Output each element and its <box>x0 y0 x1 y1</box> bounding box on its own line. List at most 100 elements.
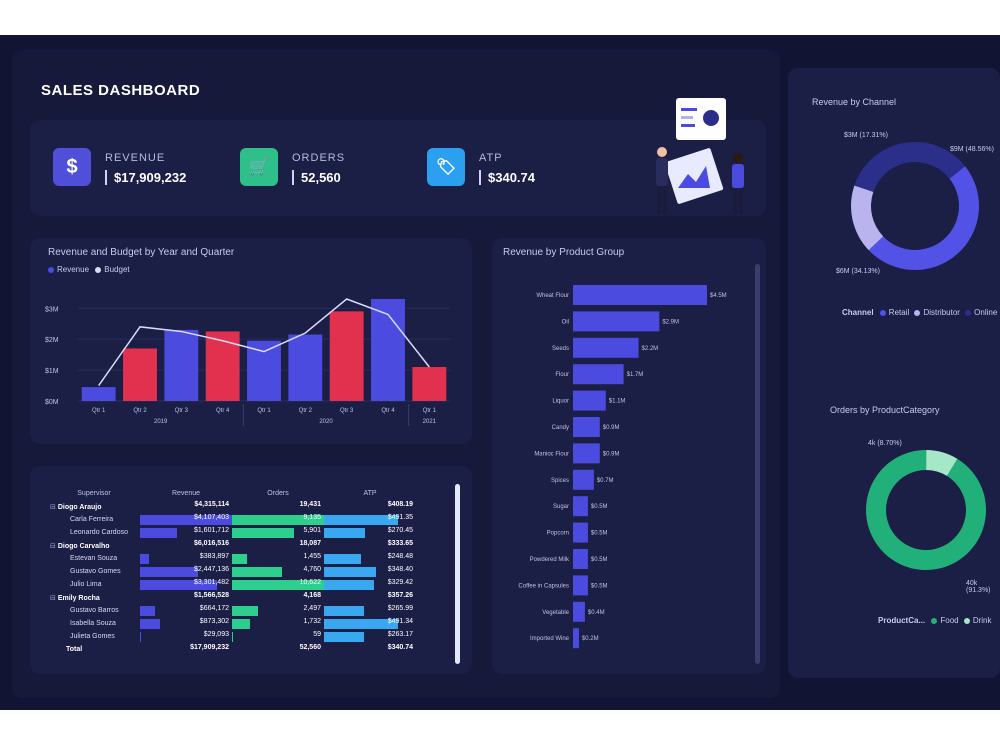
table-row[interactable]: Isabella Souza $873,302 1,732 $491.34 <box>48 617 416 630</box>
category-legend-title: ProductCa... <box>878 616 926 625</box>
y-tick-label: $3M <box>45 306 59 313</box>
orders-bar <box>232 632 233 642</box>
supervisor-name: Isabella Souza <box>70 620 116 627</box>
supervisor-name-cell: Gustavo Barros <box>48 604 140 617</box>
product-value: $0.5M <box>591 504 608 510</box>
product-value: $2.2M <box>642 346 659 352</box>
supervisor-name: Emily Rocha <box>57 594 100 602</box>
product-bar <box>573 496 588 517</box>
revenue-value: $873,302 <box>199 618 229 625</box>
col-revenue[interactable]: Revenue <box>171 489 201 497</box>
kpi-value: $340.74 <box>479 170 535 185</box>
supervisor-name-cell: Carla Ferreira <box>48 513 140 526</box>
product-group-scrollbar[interactable] <box>755 264 760 664</box>
table-row[interactable]: Leonardo Cardoso $1,601,712 5,901 $270.45 <box>48 526 416 539</box>
product-label: Oil <box>562 319 569 325</box>
col-supervisor[interactable]: Supervisor <box>77 489 111 497</box>
collapse-icon[interactable]: ⊟ <box>50 542 58 550</box>
table-row[interactable]: Carla Ferreira $4,107,403 9,135 $491.35 <box>48 513 416 526</box>
col-atp[interactable]: ATP <box>363 489 377 497</box>
supervisor-group-row[interactable]: ⊟ Diogo Araujo $4,315,114 19,431 $408.19 <box>48 500 416 513</box>
atp-value: $408.19 <box>387 501 413 508</box>
supervisor-scrollbar[interactable] <box>455 484 460 664</box>
product-value: $0.5M <box>591 583 608 589</box>
orders-cell: 10,622 <box>232 578 328 591</box>
year-label: 2021 <box>423 419 437 425</box>
atp-bar <box>324 580 374 590</box>
atp-bar <box>324 567 376 577</box>
orders-cell: 59 <box>232 630 324 643</box>
table-row[interactable]: Gustavo Barros $664,172 2,497 $265.99 <box>48 604 416 617</box>
kpi-label: ORDERS <box>292 152 346 164</box>
table-row[interactable]: Gustavo Gomes $2,447,136 4,760 $348.40 <box>48 565 416 578</box>
y-tick-label: $0M <box>45 399 59 406</box>
channel-label-retail: $9M (48.56%) <box>950 146 994 153</box>
product-group-title: Revenue by Product Group <box>503 247 625 258</box>
supervisor-name: Julio Lima <box>70 581 102 588</box>
revenue-bar <box>140 567 198 577</box>
orders-cell: 4,168 <box>232 591 324 604</box>
x-tick-label: Qtr 3 <box>340 408 354 414</box>
revenue-value: $6,016,516 <box>193 540 229 547</box>
supervisor-name-cell: Total <box>48 643 140 656</box>
revenue-value: $17,909,232 <box>190 644 229 651</box>
online-dot <box>965 309 972 316</box>
category-slice-drink <box>926 450 958 476</box>
revenue-bar <box>140 515 236 525</box>
revenue-cell: $2,447,136 <box>140 565 232 578</box>
product-label: Sugar <box>553 504 569 510</box>
revenue-bar <box>247 340 281 401</box>
atp-cell: $491.35 <box>324 513 416 526</box>
online-label: Online <box>974 308 998 317</box>
supervisor-group-row[interactable]: ⊟ Emily Rocha $1,566,528 4,168 $357.26 <box>48 591 416 604</box>
supervisor-group-row[interactable]: ⊟ Diogo Carvalho $6,016,516 18,087 $333.65 <box>48 539 416 552</box>
legend-budget-dot <box>95 266 102 273</box>
collapse-icon[interactable]: ⊟ <box>50 594 58 602</box>
kpi-value: $17,909,232 <box>105 170 186 185</box>
table-row[interactable]: Julio Lima $3,301,482 10,622 $329.42 <box>48 578 416 591</box>
supervisor-group-row[interactable]: Total $17,909,232 52,560 $340.74 <box>48 643 416 656</box>
kpi-label: ATP <box>479 152 503 164</box>
revenue-bar <box>140 632 141 642</box>
atp-value: $248.48 <box>387 553 413 560</box>
table-row[interactable]: Julieta Gomes $29,093 59 $263.17 <box>48 630 416 643</box>
atp-cell: $248.48 <box>324 552 416 565</box>
table-row[interactable]: Estevan Souza $383,897 1,455 $248.48 <box>48 552 416 565</box>
product-bar <box>573 601 585 622</box>
product-bar <box>573 628 579 649</box>
atp-bar <box>324 606 364 616</box>
orders-cell: 2,497 <box>232 604 324 617</box>
category-label-drink: 4k (8.70%) <box>868 440 902 447</box>
revenue-value: $2,447,136 <box>193 566 229 573</box>
orders-cell: 1,455 <box>232 552 324 565</box>
revenue-value: $1,601,712 <box>193 527 229 534</box>
supervisor-name: Carla Ferreira <box>70 516 114 523</box>
supervisor-name-cell: ⊟ Diogo Carvalho <box>48 539 140 552</box>
atp-bar <box>324 619 398 629</box>
distributor-dot <box>914 309 921 316</box>
collapse-icon[interactable]: ⊟ <box>50 503 58 511</box>
legend-revenue-label: Revenue <box>57 265 90 274</box>
supervisor-name: Gustavo Gomes <box>70 568 121 575</box>
kpi-value: 52,560 <box>292 170 341 185</box>
supervisor-name: Total <box>66 646 83 653</box>
orders-value: 52,560 <box>299 644 321 651</box>
category-label-food: 40k (91.3%) <box>966 580 991 594</box>
atp-cell: $408.19 <box>324 500 416 513</box>
orders-cell: 5,901 <box>232 526 324 539</box>
atp-value: $329.42 <box>387 579 413 586</box>
supervisor-name-cell: Leonardo Cardoso <box>48 526 140 539</box>
channel-donut <box>851 142 979 270</box>
revenue-cell: $1,601,712 <box>140 526 232 539</box>
revenue-value: $1,566,528 <box>193 592 229 599</box>
revenue-value: $4,107,403 <box>193 514 229 521</box>
supervisor-name: Gustavo Barros <box>70 607 119 614</box>
orders-value: 9,135 <box>303 514 321 521</box>
channel-label-distributor: $3M (17.31%) <box>844 132 888 139</box>
atp-value: $263.17 <box>387 631 413 638</box>
revenue-bar <box>412 367 447 401</box>
revenue-value: $4,315,114 <box>194 501 229 508</box>
col-orders[interactable]: Orders <box>267 489 289 497</box>
revenue-value: $383,897 <box>199 553 229 560</box>
atp-cell: $348.40 <box>324 565 416 578</box>
